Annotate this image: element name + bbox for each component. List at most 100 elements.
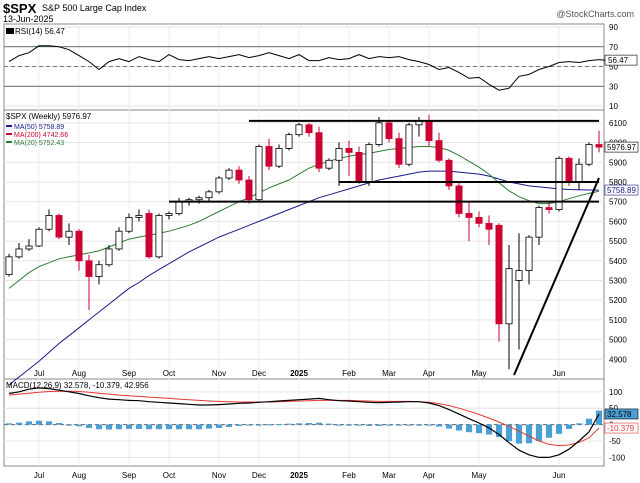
candle-body <box>535 207 543 238</box>
macd-histogram-bar <box>405 424 413 426</box>
macd-last-value: 32.578 <box>607 410 632 419</box>
macd-histogram-bar <box>145 424 153 430</box>
macd-histogram-bar <box>425 424 433 426</box>
macd-panel <box>3 378 605 467</box>
macd-histogram-bar <box>15 422 23 425</box>
rsi-tick-label: 70 <box>609 43 618 52</box>
candle-body <box>275 148 283 167</box>
rsi-legend-swatch <box>6 28 14 34</box>
candle-body <box>405 124 413 165</box>
macd-histogram-bar <box>265 424 273 426</box>
macd-x-label: Jun <box>553 471 566 480</box>
price-tick-label: 4900 <box>609 355 627 364</box>
price-x-label: Nov <box>212 369 226 378</box>
rsi-tick-label: 90 <box>609 23 618 32</box>
ma-legend-label: MA(50) 5758.89 <box>14 124 64 131</box>
macd-histogram-bar <box>185 424 193 430</box>
price-x-label: Apr <box>423 369 436 378</box>
macd-last-value: -10.379 <box>607 424 635 433</box>
macd-x-label: 2025 <box>290 471 308 480</box>
ma50-line <box>8 170 600 386</box>
macd-histogram-bar <box>585 418 593 425</box>
price-tick-label: 5900 <box>609 158 627 167</box>
candle-body <box>155 215 163 258</box>
price-x-label: 2025 <box>290 369 308 378</box>
candle-body <box>85 260 93 277</box>
candle-body <box>165 213 173 216</box>
price-x-label: Aug <box>72 369 86 378</box>
macd-histogram-bar <box>575 423 583 425</box>
macd-histogram-bar <box>55 423 63 425</box>
macd-histogram-bar <box>105 424 113 430</box>
trendline <box>513 177 600 376</box>
macd-histogram-bar <box>515 424 523 444</box>
candle-body <box>595 144 603 148</box>
candle-body <box>225 169 233 179</box>
candle-body <box>295 124 303 136</box>
candle-body <box>495 224 503 325</box>
macd-histogram-bar <box>595 410 603 425</box>
macd-histogram-bar <box>155 424 163 430</box>
candle-body <box>385 122 393 140</box>
candle-body <box>175 201 183 214</box>
rsi-last-box <box>604 54 638 66</box>
candle-body <box>465 213 473 218</box>
price-tick-label: 5400 <box>609 257 627 266</box>
macd-histogram-bar <box>465 424 473 433</box>
price-x-label: Jun <box>553 369 566 378</box>
candle-body <box>555 157 563 210</box>
price-tick-label: 5100 <box>609 316 627 325</box>
candle-body <box>545 207 553 210</box>
macd-histogram-bar <box>295 423 303 425</box>
macd-histogram-bar <box>445 424 453 429</box>
macd-histogram-bar <box>135 424 143 429</box>
chart-credit: @StockCharts.com <box>556 9 634 19</box>
rsi-tick-label: 10 <box>609 102 618 111</box>
macd-histogram-bar <box>75 424 83 427</box>
candle-body <box>345 148 353 153</box>
candle-body <box>265 146 273 167</box>
macd-histogram-bar <box>365 424 373 426</box>
candle-body <box>75 230 83 262</box>
candle-body <box>285 134 293 149</box>
candle-body <box>395 138 403 165</box>
price-tick-label: 5500 <box>609 237 627 246</box>
macd-histogram-bar <box>245 424 253 426</box>
candle-body <box>525 236 533 272</box>
price-tick-label: 5300 <box>609 276 627 285</box>
candle-body <box>425 120 433 141</box>
macd-histogram-bar <box>455 424 463 431</box>
candle-body <box>125 217 133 232</box>
macd-histogram-bar <box>85 424 93 428</box>
candle-body <box>475 217 483 224</box>
macd-histogram-bar <box>335 424 343 426</box>
price-last-value: 5976.97 <box>607 143 636 152</box>
chart-name: S&P 500 Large Cap Index <box>42 3 147 13</box>
candle-body <box>305 124 313 134</box>
candle-body <box>55 215 63 238</box>
price-x-label: Feb <box>342 369 356 378</box>
ma-legend-label: MA(20) 5752.43 <box>14 140 64 147</box>
rsi-legend: RSI(14) 56.47 <box>15 27 65 36</box>
candle-body <box>455 185 463 214</box>
macd-histogram-bar <box>115 424 123 430</box>
macd-x-label: Nov <box>212 471 226 480</box>
price-tick-label: 6100 <box>609 119 627 128</box>
macd-histogram-bar <box>485 424 493 435</box>
chart-symbol: $SPX <box>3 1 37 16</box>
macd-histogram-bar <box>175 424 183 430</box>
candle-body <box>325 159 333 169</box>
macd-histogram-bar <box>385 424 393 426</box>
candle-body <box>235 169 243 181</box>
candle-body <box>35 228 43 247</box>
candle-body <box>25 245 33 250</box>
price-tick-label: 5000 <box>609 336 627 345</box>
ma-last-box <box>604 184 639 196</box>
candle-body <box>365 144 373 183</box>
macd-histogram-bar <box>495 424 503 438</box>
rsi-tick-label: 50 <box>609 63 618 72</box>
macd-histogram-bar <box>415 424 423 426</box>
candle-body <box>15 248 23 258</box>
macd-histogram-bar <box>545 424 553 438</box>
